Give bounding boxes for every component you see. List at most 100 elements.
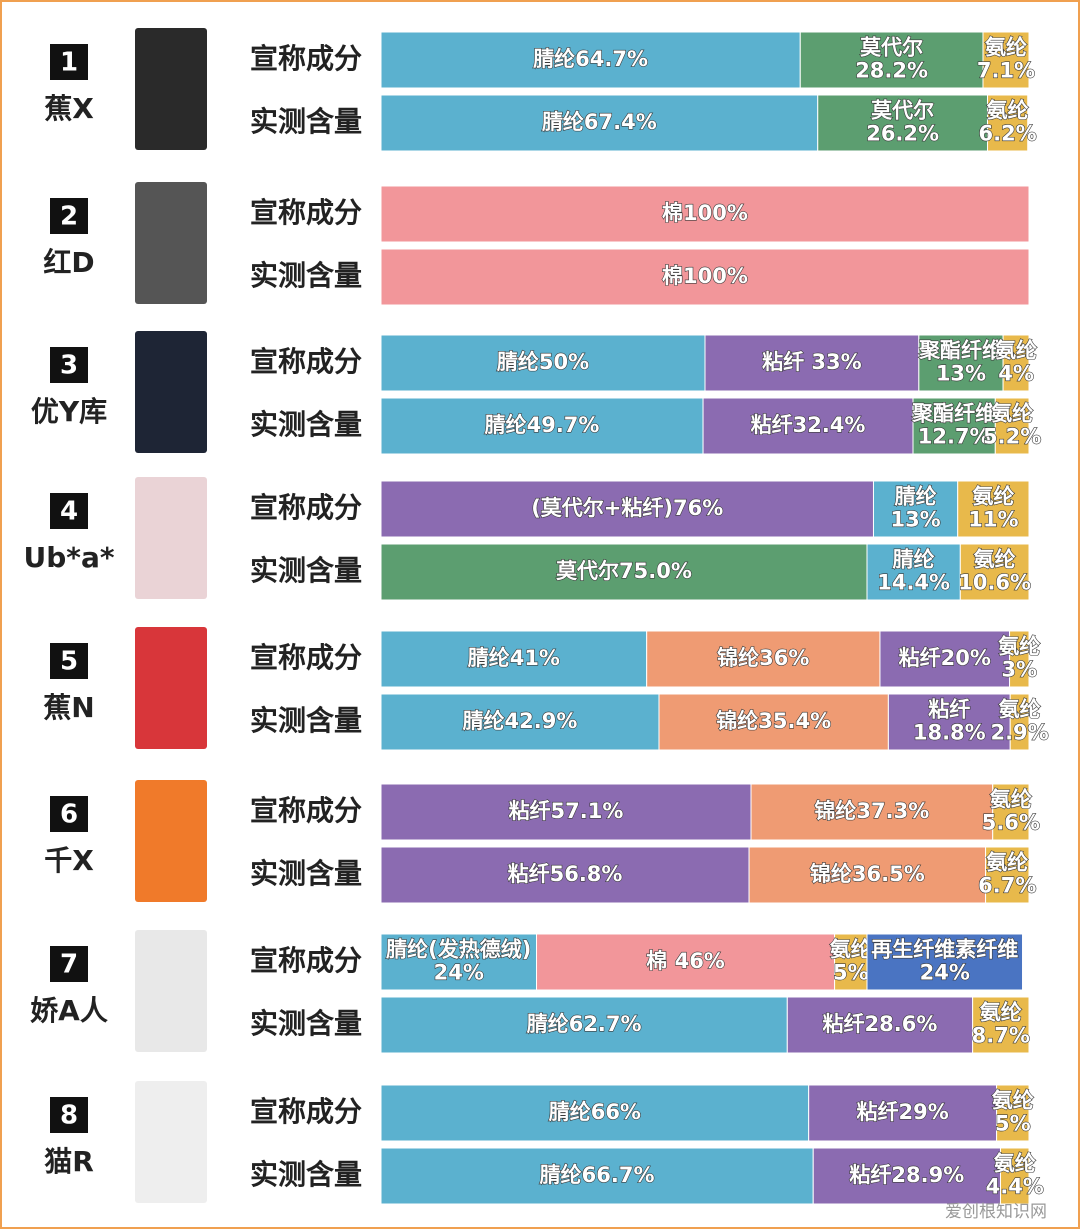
bar-segment [982,31,1030,89]
product-name: 优Y库 [31,395,107,428]
segment-label: 5.2% [983,425,1041,449]
segment-label: 粘纤56.8% [508,862,623,886]
bar-segment [380,693,660,751]
segment-label: 12.7% [918,425,991,449]
badge [50,44,88,80]
row-label: 实测含量 [250,105,362,138]
bar-segment [380,1084,810,1142]
segment-label: 腈纶66% [549,1100,641,1124]
product-name: 娇A人 [30,994,108,1027]
segment-label: 腈纶42.9% [463,709,578,733]
segment-label: 6.7% [978,874,1036,898]
bar-segment [380,397,704,455]
segment-label: 锦纶37.3% [814,799,929,823]
segment-label: 莫代尔75.0% [555,559,692,583]
segment-label: 5% [833,961,869,985]
bar-segment [786,996,974,1054]
bar-segment [808,1084,998,1142]
product-image [135,780,207,902]
segment-label: 13% [890,508,940,532]
segment-label: 腈纶41% [468,646,560,670]
segment-label: 2.9% [990,721,1048,745]
badge [50,946,88,982]
product-image [135,627,207,749]
segment-label: 氨纶 [991,402,1033,426]
row-label: 宣称成分 [250,944,362,977]
product-name: 红D [43,246,94,279]
segment-label: 18.8% [913,721,986,745]
segment-label: 锦纶35.4% [716,709,831,733]
segment-label: 5% [995,1112,1031,1136]
segment-label: 氨纶 [995,339,1037,363]
segment-label: 粘纤57.1% [509,799,624,823]
segment-label: 13% [936,362,986,386]
product-image [135,1081,207,1203]
segment-label: 26.2% [866,122,939,146]
row-label: 实测含量 [250,1007,362,1040]
watermark: 爱创根知识网 [945,1202,1047,1222]
bar-segment [380,248,1030,306]
badge [50,347,88,383]
segment-label: 腈纶(发热德绒) [386,938,531,962]
bar-segment [999,1147,1030,1205]
segment-label: 腈纶 [893,548,935,572]
segment-label: 24% [920,961,970,985]
product-name: 蕉X [44,92,94,125]
bar-segment [380,846,750,904]
row-label: 宣称成分 [250,641,362,674]
segment-label: 腈纶50% [497,350,589,374]
bar-segment [866,933,1024,991]
row-label: 宣称成分 [250,1095,362,1128]
bar-segment [646,630,881,688]
segment-label: 4.4% [986,1175,1044,1199]
bar-segment [985,846,1030,904]
segment-label: 粘纤32.4% [751,413,866,437]
badge [50,643,88,679]
segment-label: 棉100% [662,264,748,288]
segment-label: 锦纶36% [717,646,809,670]
segment-label: 14.4% [877,571,950,595]
segment-label: 聚酯纤维 [911,402,996,426]
bar-segment [912,397,996,455]
segment-label: 棉 46% [646,949,725,973]
bar-segment [748,846,987,904]
product-image [135,930,207,1052]
bar-segment [959,543,1030,601]
bar-segment [380,185,1030,243]
segment-label: 氨纶 [830,938,872,962]
segment-label: 腈纶66.7% [540,1163,655,1187]
segment-label: 4% [998,362,1034,386]
badge-number: 8 [60,1101,78,1131]
segment-label: 粘纤28.9% [849,1163,964,1187]
bar-segment [817,94,989,152]
product-name: Ub*a* [24,541,115,574]
segment-label: 氨纶 [999,698,1041,722]
segment-label: 24% [434,961,484,985]
bar-segment [380,334,706,392]
bar-segment [380,94,819,152]
bar-segment [704,334,920,392]
bar-segment [380,480,874,538]
product-name: 蕉N [43,691,94,724]
bar-segment [996,1084,1030,1142]
row-label: 宣称成分 [250,196,362,229]
segment-label: 腈纶49.7% [485,413,600,437]
badge-number: 6 [60,800,78,830]
segment-label: 粘纤 [928,698,970,722]
bar-segment [750,783,994,841]
segment-label: 28.2% [855,59,928,83]
badge-number: 3 [60,351,78,381]
segment-label: 腈纶64.7% [533,47,648,71]
bar-segment [994,397,1030,455]
badge [50,796,88,832]
badge-number: 4 [60,497,78,527]
product-name: 千X [44,844,94,877]
segment-label: 锦纶36.5% [810,862,925,886]
segment-label: 6.2% [978,122,1036,146]
bar-segment [380,31,801,89]
badge-number: 7 [60,950,78,980]
bar-segment [987,94,1029,152]
segment-label: 再生纤维素纤维 [871,938,1018,962]
row-label: 宣称成分 [250,345,362,378]
